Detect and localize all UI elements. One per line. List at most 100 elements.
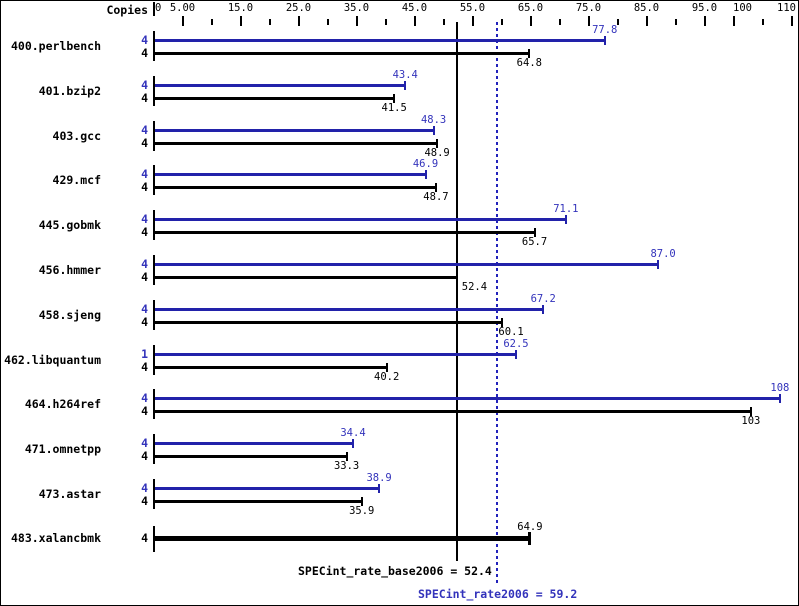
- x-axis-tick-label: 65.0: [517, 2, 544, 14]
- bar-value-label: 46.9: [412, 158, 439, 171]
- x-axis-tick: [616, 19, 619, 25]
- base-mean-label: SPECint_rate_base2006 = 52.4: [298, 564, 492, 578]
- x-axis-tick: [442, 19, 445, 25]
- bar-value-label: 67.2: [530, 292, 556, 305]
- bar-value-label: 103: [741, 415, 761, 428]
- copies-value: 4: [141, 449, 148, 464]
- copies-value: 4: [141, 77, 148, 92]
- copies-value: 4: [141, 481, 148, 495]
- base-bar: [155, 320, 503, 324]
- copies-value: 4: [141, 530, 148, 545]
- bar-value-label: 48.3: [420, 113, 447, 126]
- base-bar: [155, 455, 347, 459]
- x-axis-tick: [558, 19, 561, 25]
- x-axis-tick: [790, 16, 793, 26]
- reference-line-base: [456, 22, 459, 561]
- x-axis-tick-label: 0: [155, 2, 162, 14]
- x-axis-tick-label: 15.0: [227, 2, 254, 14]
- benchmark-label: 473.astar: [38, 487, 101, 501]
- x-axis-tick: [645, 16, 648, 26]
- benchmark-label: 483.xalancbmk: [10, 530, 101, 545]
- benchmark-stem: [153, 210, 155, 241]
- benchmark-stem: [153, 255, 155, 285]
- copies-value: 4: [141, 122, 148, 137]
- x-axis-tick-label: 85.0: [633, 2, 660, 14]
- benchmark-stem: [153, 434, 155, 465]
- bar-value-label: 41.5: [381, 101, 407, 114]
- x-axis-tick: [587, 16, 590, 26]
- copies-value: 4: [141, 494, 148, 508]
- x-axis-tick: [761, 19, 764, 25]
- base-bar: [155, 276, 458, 279]
- peak-bar: [155, 128, 434, 132]
- bar-value-label: 35.9: [349, 505, 375, 517]
- bar-value-label: 52.4: [461, 281, 488, 293]
- x-axis-tick-label: 95.0: [691, 2, 718, 14]
- copies-value: 4: [141, 270, 148, 284]
- benchmark-label: 471.omnetpp: [24, 442, 101, 457]
- bar-value-label: 34.4: [340, 427, 366, 440]
- bar-end-tick: [778, 394, 781, 404]
- bar-end-tick: [528, 49, 531, 58]
- bar-end-tick: [434, 183, 437, 193]
- copies-value: 4: [141, 391, 148, 406]
- bar-value-label: 40.2: [374, 370, 400, 383]
- copies-value: 4: [141, 90, 148, 105]
- benchmark-label: 462.libquantum: [4, 352, 101, 367]
- base-bar: [155, 410, 751, 414]
- x-axis-tick: [384, 19, 387, 25]
- copies-value: 4: [141, 46, 148, 60]
- copies-value: 4: [141, 314, 148, 329]
- bar-end-tick: [749, 407, 752, 417]
- peak-bar: [155, 83, 406, 87]
- copies-header: Copies: [106, 3, 148, 17]
- benchmark-stem: [153, 31, 155, 61]
- copies-value: 4: [141, 257, 148, 271]
- copies-value: 4: [141, 167, 148, 182]
- x-axis-tick: [703, 16, 706, 26]
- copies-value: 4: [141, 301, 148, 316]
- copies-value: 4: [141, 180, 148, 195]
- x-axis-tick-label: 75.0: [575, 2, 602, 14]
- peak-bar: [155, 442, 354, 446]
- bar-value-label: 108: [770, 382, 790, 395]
- bar-value-label: 77.8: [592, 24, 618, 36]
- x-axis-tick: [471, 16, 474, 26]
- copies-value: 1: [141, 346, 148, 361]
- peak-bar: [155, 397, 780, 401]
- x-axis-tick: [297, 16, 300, 26]
- copies-value: 4: [141, 135, 148, 150]
- peak-bar: [155, 173, 426, 177]
- reference-line-peak: [495, 22, 498, 583]
- benchmark-label: 401.bzip2: [38, 83, 101, 98]
- peak-bar: [155, 487, 380, 490]
- benchmark-stem: [153, 479, 155, 509]
- benchmark-label: 400.perlbench: [10, 39, 101, 53]
- bar-value-label: 71.1: [553, 203, 579, 216]
- x-axis-tick: [326, 19, 329, 25]
- benchmark-stem: [153, 120, 155, 151]
- benchmark-stem: [153, 389, 155, 420]
- copies-value: 4: [141, 212, 148, 227]
- peak-bar: [155, 352, 516, 356]
- axis-header-divider: [153, 2, 155, 16]
- bar-value-label: 48.7: [423, 191, 449, 204]
- x-axis-tick: [268, 19, 271, 25]
- x-axis-tick: [674, 19, 677, 25]
- peak-bar: [155, 218, 566, 222]
- bar-end-tick: [533, 228, 536, 238]
- base-bar: [155, 141, 438, 145]
- base-bar: [155, 231, 535, 235]
- base-bar: [155, 52, 530, 55]
- bar-end-tick: [657, 260, 660, 269]
- bar-value-label: 60.1: [498, 325, 524, 338]
- bar-value-label: 64.9: [517, 520, 543, 533]
- bar-end-tick: [378, 484, 381, 493]
- bar-end-tick: [393, 93, 396, 103]
- x-axis-tick: [500, 19, 503, 25]
- peak-bar: [155, 307, 544, 311]
- bar-value-label: 62.5: [503, 337, 529, 350]
- x-axis-tick-label: 55.0: [459, 2, 486, 14]
- benchmark-label: 403.gcc: [52, 128, 101, 143]
- x-axis-tick: [732, 16, 735, 26]
